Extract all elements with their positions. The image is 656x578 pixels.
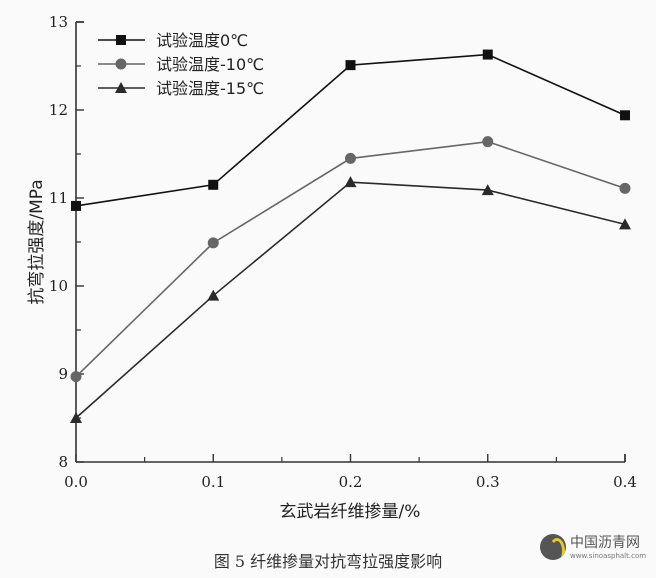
x-tick-label: 0.1: [201, 473, 225, 491]
x-tick-label: 0.2: [339, 473, 363, 491]
figure-caption: 图 5 纤维掺量对抗弯拉强度影响: [213, 552, 443, 571]
x-axis-title: 玄武岩纤维掺量/%: [280, 502, 421, 522]
circle-marker-icon: [207, 237, 219, 249]
y-tick-label: 9: [58, 365, 68, 383]
circle-marker-icon: [70, 371, 82, 383]
x-tick-label: 0.3: [476, 473, 500, 491]
watermark-name: 中国沥青网: [570, 535, 640, 551]
legend-label: 试验温度-10℃: [156, 55, 264, 74]
legend: 试验温度0℃ 试验温度-10℃ 试验温度-15℃: [98, 31, 264, 98]
y-tick-label: 11: [49, 189, 68, 207]
y-axis-title: 抗弯拉强度/MPa: [27, 179, 47, 304]
site-logo-icon: [540, 534, 566, 560]
x-tick-label: 0.0: [64, 473, 88, 491]
square-marker-icon: [345, 60, 356, 71]
triangle-marker-icon: [207, 289, 220, 301]
legend-item: 试验温度-10℃: [98, 55, 264, 74]
legend-item: 试验温度0℃: [98, 31, 248, 50]
triangle-marker-icon: [115, 82, 127, 93]
y-tick-label: 12: [49, 101, 68, 119]
square-marker-icon: [482, 49, 493, 60]
triangle-marker-icon: [70, 412, 82, 423]
line-chart: 8 9 10 11 12 13 0.0 0.1 0.2 0.3 0.4 试验温度0℃ 试验温度-10…: [27, 13, 637, 522]
circle-marker-icon: [115, 58, 127, 70]
y-tick-label: 13: [49, 13, 68, 31]
series-2: [70, 136, 631, 383]
square-marker-icon: [620, 110, 630, 121]
legend-item: 试验温度-15℃: [98, 79, 264, 98]
legend-label: 试验温度-15℃: [156, 79, 264, 98]
triangle-marker-icon: [481, 184, 494, 196]
series-1: [71, 49, 630, 211]
triangle-marker-icon: [344, 176, 357, 188]
circle-marker-icon: [619, 182, 631, 194]
circle-marker-icon: [482, 136, 494, 148]
watermark-url: www.sinoasphalt.com: [570, 552, 647, 560]
watermark: 中国沥青网 www.sinoasphalt.com: [540, 530, 656, 570]
series-layer: [70, 49, 631, 423]
y-tick-label: 10: [49, 277, 68, 295]
square-marker-icon: [116, 35, 126, 45]
series-3: [70, 176, 631, 423]
x-axis-ticks: 0.0 0.1 0.2 0.3 0.4: [64, 454, 637, 491]
legend-label: 试验温度0℃: [156, 31, 248, 50]
triangle-marker-icon: [619, 218, 631, 230]
circle-marker-icon: [345, 152, 356, 164]
x-tick-label: 0.4: [613, 473, 637, 491]
y-tick-label: 8: [58, 453, 68, 471]
square-marker-icon: [208, 179, 219, 190]
y-axis-ticks: 8 9 10 11 12 13: [49, 13, 84, 471]
square-marker-icon: [71, 200, 81, 211]
